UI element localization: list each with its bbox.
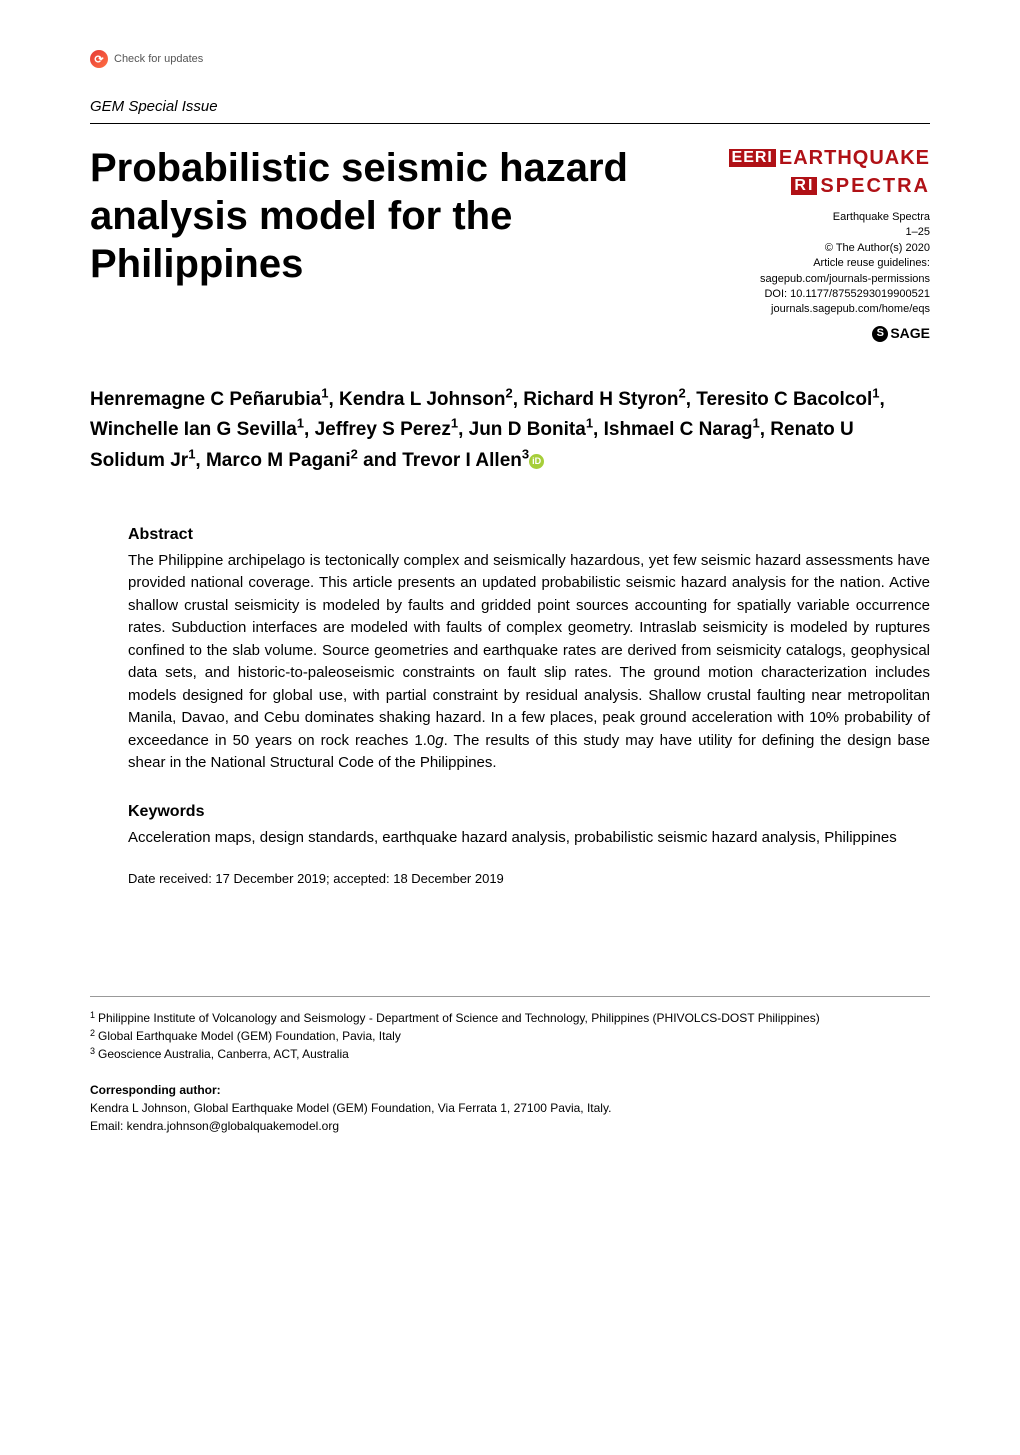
corresponding-text: Kendra L Johnson, Global Earthquake Mode… [90, 1099, 930, 1117]
corresponding-email: Email: kendra.johnson@globalquakemodel.o… [90, 1117, 930, 1135]
affiliation-2-text: Global Earthquake Model (GEM) Foundation… [98, 1027, 401, 1045]
sage-label: SAGE [890, 324, 930, 344]
logo-box-2: RI [791, 177, 817, 195]
sage-logo: S SAGE [700, 324, 930, 344]
logo-line-2: RI SPECTRA [729, 172, 930, 200]
sage-s-icon: S [872, 326, 888, 342]
abstract-heading: Abstract [128, 526, 930, 544]
corresponding-author: Corresponding author: Kendra L Johnson, … [90, 1081, 930, 1135]
affiliation-1: 1Philippine Institute of Volcanology and… [90, 1009, 930, 1027]
reuse-link[interactable]: sagepub.com/journals-permissions [700, 272, 930, 287]
content-body: Abstract The Philippine archipelago is t… [90, 526, 930, 887]
orcid-icon[interactable]: iD [529, 454, 544, 469]
home-link[interactable]: journals.sagepub.com/home/eqs [700, 302, 930, 317]
keywords-heading: Keywords [128, 803, 930, 821]
journal-name: Earthquake Spectra [700, 210, 930, 225]
check-updates-icon: ⟳ [90, 50, 108, 68]
page-range: 1–25 [700, 225, 930, 240]
check-updates-badge[interactable]: ⟳ Check for updates [90, 50, 203, 68]
doi: DOI: 10.1177/8755293019900521 [700, 287, 930, 302]
logo-word-2: SPECTRA [820, 172, 930, 200]
abstract-text: The Philippine archipelago is tectonical… [128, 550, 930, 775]
journal-logo: EERI EARTHQUAKE RI SPECTRA [729, 144, 930, 200]
check-updates-label: Check for updates [114, 53, 203, 65]
affiliation-2: 2Global Earthquake Model (GEM) Foundatio… [90, 1027, 930, 1045]
top-rule [90, 123, 930, 124]
corresponding-label: Corresponding author: [90, 1081, 930, 1099]
article-title: Probabilistic seismic hazard analysis mo… [90, 144, 700, 288]
journal-meta: EERI EARTHQUAKE RI SPECTRA Earthquake Sp… [700, 144, 930, 343]
authors-list: Henremagne C Peñarubia1, Kendra L Johnso… [90, 389, 885, 472]
logo-line-1: EERI EARTHQUAKE [729, 144, 930, 172]
reuse-label: Article reuse guidelines: [700, 256, 930, 271]
copyright: © The Author(s) 2020 [700, 241, 930, 256]
logo-word-1: EARTHQUAKE [779, 144, 930, 172]
affiliation-3: 3Geoscience Australia, Canberra, ACT, Au… [90, 1045, 930, 1063]
date-received: Date received: 17 December 2019; accepte… [128, 871, 930, 886]
title-block: Probabilistic seismic hazard analysis mo… [90, 144, 930, 343]
logo-box-1: EERI [729, 149, 776, 167]
keywords-text: Acceleration maps, design standards, ear… [128, 827, 930, 850]
authors-block: Henremagne C Peñarubia1, Kendra L Johnso… [90, 383, 930, 475]
affiliation-3-text: Geoscience Australia, Canberra, ACT, Aus… [98, 1045, 349, 1063]
page-header: ⟳ Check for updates [90, 50, 930, 68]
bottom-rule [90, 996, 930, 997]
affiliation-1-text: Philippine Institute of Volcanology and … [98, 1009, 820, 1027]
affiliations: 1Philippine Institute of Volcanology and… [90, 1009, 930, 1063]
issue-label: GEM Special Issue [90, 98, 930, 115]
